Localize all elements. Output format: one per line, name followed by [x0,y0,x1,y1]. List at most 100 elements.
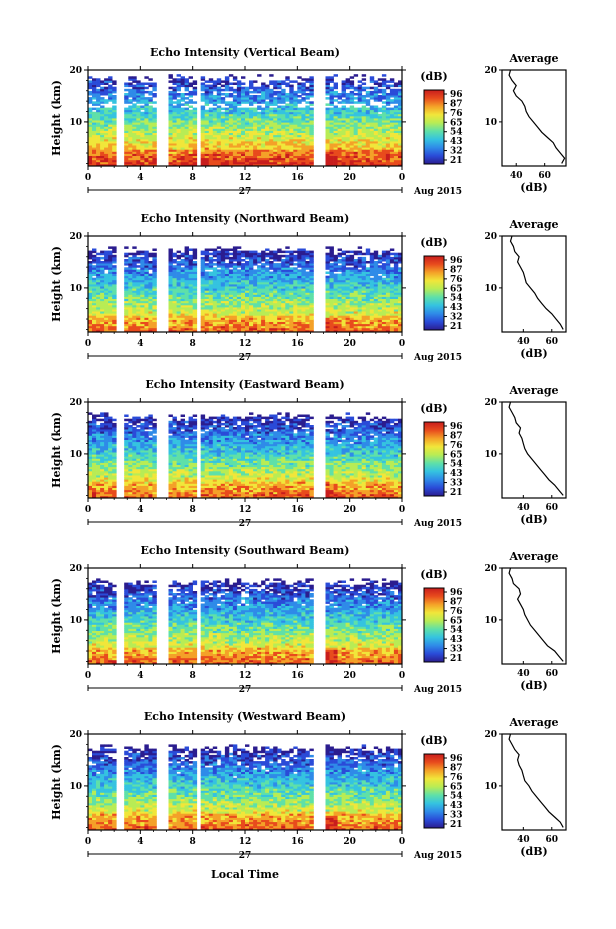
heatmap-cell [152,284,157,287]
heatmap-cell [200,304,206,308]
heatmap-cell [289,138,294,142]
heatmap-cell [353,101,359,104]
heatmap-cell [192,273,198,277]
heatmap-cell [309,296,314,299]
heatmap-cell [144,267,149,270]
heatmap-cell [108,157,113,161]
heatmap-cell [325,90,330,94]
heatmap-cell [241,284,246,287]
heatmap-cell [200,261,206,264]
heatmap-cell [200,269,206,272]
heatmap-cell [389,145,395,148]
heatmap-cell [261,273,266,277]
heatmap-cell [269,263,274,266]
heatmap-cell [108,304,113,308]
heatmap-cell [273,292,278,295]
heatmap-cell [176,103,181,106]
heatmap-cell [353,319,359,322]
heatmap-cell [228,82,234,85]
heatmap-cell [100,300,105,304]
heatmap-cell [172,252,177,256]
heatmap-cell [297,122,302,125]
heatmap-cell [112,329,117,333]
heatmap-cell [301,315,306,318]
heatmap-cell [277,84,282,88]
heatmap-cell [305,130,310,133]
heatmap-cell [398,128,403,131]
heatmap-cell [128,143,133,146]
heatmap-cell [281,107,286,111]
heatmap-cell [112,111,117,115]
heatmap-cell [176,271,181,274]
heatmap-cell [144,126,149,129]
heatmap-cell [333,265,338,268]
heatmap-cell [132,93,137,96]
heatmap-cell [269,294,274,297]
heatmap-cell [353,327,359,331]
heatmap-cell [212,286,218,289]
heatmap-cell [393,157,399,161]
heatmap-cell [88,313,93,316]
heatmap-cell [273,277,278,281]
heatmap-cell [257,292,262,295]
heatmap-cell [92,93,97,96]
heatmap-cell [329,128,334,131]
heatmap-cell [212,118,218,121]
heatmap-cell [333,256,338,260]
heatmap-cell [398,120,403,123]
heatmap-cell [361,294,367,297]
heatmap-cell [245,86,250,90]
heatmap-cell [224,323,230,327]
heatmap-cell [192,313,198,316]
heatmap-cell [333,259,338,262]
heatmap-cell [140,256,145,260]
heatmap-cell [285,263,290,266]
heatmap-cell [389,155,395,159]
heatmap-cell [329,138,334,142]
heatmap-cell [176,261,181,264]
heatmap-cell [232,147,238,150]
heatmap-cell [132,159,137,163]
heatmap-cell [224,304,230,308]
heatmap-cell [381,74,387,77]
heatmap-cell [345,143,350,146]
heatmap-cell [180,309,185,312]
heatmap-cell [349,105,355,108]
heatmap-cell [92,155,97,159]
heatmap-cell [104,128,109,131]
heatmap-cell [128,138,133,142]
heatmap-cell [293,300,298,304]
heatmap-cell [124,128,129,131]
heatmap-cell [132,309,137,312]
heatmap-cell [365,93,371,96]
heatmap-cell [212,113,218,117]
heatmap-cell [172,302,177,306]
heatmap-cell [200,294,206,297]
heatmap-cell [357,134,363,138]
heatmap-cell [204,153,210,156]
heatmap-cell [277,132,282,136]
heatmap-cell [132,78,137,81]
heatmap-cell [289,302,294,306]
heatmap-cell [293,327,298,331]
heatmap-cell [112,126,117,129]
heatmap-cell [128,294,133,297]
heatmap-cell [216,279,222,283]
heatmap-cell [269,275,274,279]
heatmap-cell [216,288,222,291]
heatmap-cell [281,90,286,94]
heatmap-cell [184,315,189,318]
heatmap-cell [188,90,193,94]
heatmap-cell [257,88,262,92]
heatmap-cell [273,80,278,83]
heatmap-cell [108,256,113,260]
heatmap-cell [349,124,355,127]
heatmap-cell [168,126,173,129]
heatmap-cell [148,113,153,117]
heatmap-cell [176,99,181,102]
heatmap-cell [277,86,282,90]
heatmap-cell [184,254,189,258]
heatmap-cell [144,141,149,144]
heatmap-cell [200,161,206,165]
heatmap-cell [108,120,113,123]
